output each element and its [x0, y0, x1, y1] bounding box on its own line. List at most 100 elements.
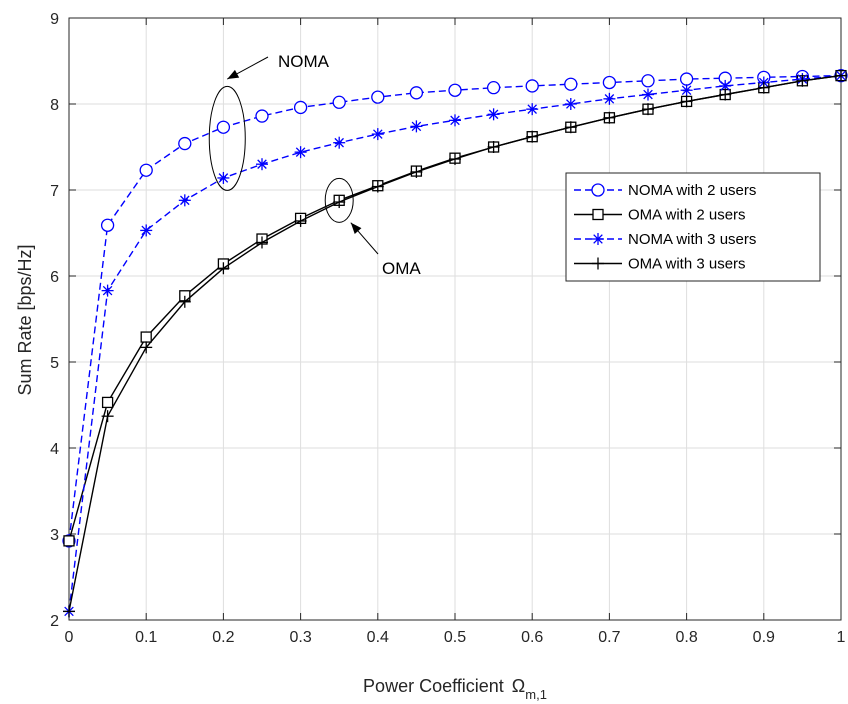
x-tick-label: 0.5	[444, 629, 466, 646]
data-point	[449, 114, 461, 127]
data-point	[178, 136, 192, 151]
legend-marker	[592, 208, 604, 221]
data-point	[294, 146, 307, 159]
annotation-ellipse	[324, 177, 354, 223]
data-point	[796, 74, 809, 87]
x-tick-label: 0.7	[598, 629, 620, 646]
x-tick-label: 0	[65, 629, 74, 646]
x-tick-label: 1	[837, 629, 846, 646]
ast-d2	[334, 137, 344, 148]
y-tick-label: 2	[50, 613, 59, 630]
x-axis-label: Power Coefficient Ωm,1	[363, 676, 547, 702]
ast-d2	[527, 104, 537, 114]
ast-d2	[411, 121, 422, 132]
ast-d2	[643, 89, 653, 100]
x-tick-label: 0.9	[753, 629, 775, 646]
data-point	[564, 98, 577, 110]
data-point	[680, 95, 693, 108]
x-axis-label-symbol: Ω	[512, 676, 525, 696]
ast-d2	[566, 99, 576, 109]
data-point	[719, 79, 732, 92]
legend-entry: NOMA with 3 users	[574, 231, 756, 248]
data-point	[139, 163, 153, 177]
legend-entry: OMA with 2 users	[574, 207, 746, 224]
x-tick-label: 0.4	[367, 629, 389, 646]
annotation-label: NOMA	[278, 52, 330, 71]
ast-d2	[373, 129, 383, 139]
y-tick-label: 7	[50, 183, 59, 200]
legend-entry: OMA with 3 users	[574, 256, 746, 273]
ast-d2	[102, 285, 113, 296]
ast-d2	[141, 225, 151, 236]
annotation-arrow-head	[350, 222, 362, 235]
annotation-ellipse	[208, 85, 246, 191]
data-point	[140, 341, 153, 354]
series-layer	[62, 68, 848, 618]
data-point	[101, 410, 114, 423]
data-point	[526, 103, 539, 116]
data-point	[216, 120, 231, 134]
ast-d2	[720, 81, 730, 91]
y-tick-label: 4	[50, 441, 59, 458]
x-tick-label: 0.6	[521, 629, 543, 646]
ast-d2	[593, 234, 603, 244]
data-point	[332, 95, 346, 109]
data-point	[487, 108, 500, 121]
data-point	[409, 86, 424, 100]
annotation-label: OMA	[382, 259, 421, 278]
x-tick-label: 0.2	[212, 629, 234, 646]
data-point	[333, 136, 346, 149]
x-tick-label: 0.1	[135, 629, 157, 646]
data-point	[178, 295, 191, 308]
data-point	[835, 69, 847, 82]
data-point	[333, 196, 346, 209]
data-point	[294, 214, 307, 227]
legend: NOMA with 2 users OMA with 2 users NOMA wi…	[565, 172, 821, 282]
data-point	[486, 81, 501, 95]
data-point	[448, 83, 462, 97]
y-tick-label: 3	[50, 527, 59, 544]
data-point	[602, 75, 617, 90]
ast-d2	[180, 195, 190, 206]
ast-d2	[218, 173, 229, 183]
data-point	[101, 396, 114, 409]
data-point	[564, 77, 578, 91]
data-point	[140, 224, 153, 237]
legend-label: OMA with 2 users	[628, 207, 746, 224]
data-point	[679, 72, 694, 86]
data-point	[603, 111, 616, 124]
data-point	[757, 81, 770, 94]
legend-label: NOMA with 3 users	[628, 231, 756, 248]
y-tick-label: 6	[50, 269, 59, 286]
data-point	[410, 165, 423, 178]
legend-label: NOMA with 2 users	[628, 182, 756, 199]
data-point	[371, 90, 385, 104]
axes	[68, 17, 842, 621]
data-point	[178, 194, 191, 207]
data-point	[526, 130, 539, 143]
data-point	[449, 153, 461, 166]
data-point	[642, 88, 654, 101]
y-tick-label: 8	[50, 97, 59, 114]
data-point	[217, 171, 230, 184]
data-point	[680, 84, 693, 97]
y-tick-label: 5	[50, 355, 59, 372]
data-point	[564, 121, 577, 134]
data-point	[642, 103, 654, 116]
ast-d2	[257, 159, 267, 169]
data-point	[217, 262, 230, 275]
legend-marker	[592, 257, 604, 270]
data-point	[371, 180, 384, 193]
data-point	[525, 79, 539, 93]
ast-d2	[295, 147, 306, 157]
data-point	[256, 158, 268, 171]
annotations: NOMA OMA	[208, 52, 421, 278]
x-axis-label-text: Power Coefficient	[363, 676, 504, 696]
ast-d2	[681, 85, 692, 96]
data-point	[371, 128, 384, 141]
series-plus	[63, 69, 847, 618]
data-point	[487, 141, 500, 153]
y-axis-label: Sum Rate [bps/Hz]	[15, 244, 35, 395]
data-point	[140, 331, 152, 343]
